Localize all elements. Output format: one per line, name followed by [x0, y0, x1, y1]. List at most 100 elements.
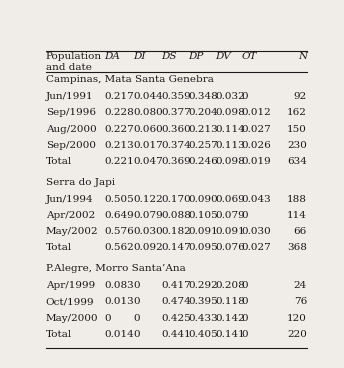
Text: 0.019: 0.019 [241, 157, 271, 166]
Text: Serra do Japi: Serra do Japi [46, 178, 115, 187]
Text: 0: 0 [241, 211, 248, 220]
Text: Population
and date: Population and date [46, 52, 102, 72]
Text: 0.088: 0.088 [162, 211, 191, 220]
Text: 0: 0 [133, 297, 140, 306]
Text: 0.012: 0.012 [241, 109, 271, 117]
Text: 0.030: 0.030 [241, 227, 271, 236]
Text: DV: DV [215, 52, 231, 61]
Text: Sep/1996: Sep/1996 [46, 109, 96, 117]
Text: 0.044: 0.044 [133, 92, 163, 101]
Text: 0.228: 0.228 [104, 109, 134, 117]
Text: May/2000: May/2000 [46, 314, 98, 322]
Text: 0.092: 0.092 [133, 243, 163, 252]
Text: 0.213: 0.213 [188, 125, 218, 134]
Text: 114: 114 [287, 211, 307, 220]
Text: 0.098: 0.098 [215, 109, 245, 117]
Text: 0.069: 0.069 [215, 195, 245, 204]
Text: 0.147: 0.147 [162, 243, 191, 252]
Text: 0.360: 0.360 [162, 125, 191, 134]
Text: 368: 368 [287, 243, 307, 252]
Text: Jun/1994: Jun/1994 [46, 195, 93, 204]
Text: 0.374: 0.374 [162, 141, 191, 150]
Text: 0.141: 0.141 [215, 330, 245, 339]
Text: 0.013: 0.013 [104, 297, 134, 306]
Text: 0.043: 0.043 [241, 195, 271, 204]
Text: 76: 76 [294, 297, 307, 306]
Text: 0: 0 [241, 314, 248, 322]
Text: 0.204: 0.204 [188, 109, 218, 117]
Text: 0.359: 0.359 [162, 92, 191, 101]
Text: Jun/1991: Jun/1991 [46, 92, 93, 101]
Text: 0.182: 0.182 [162, 227, 191, 236]
Text: 0.080: 0.080 [133, 109, 163, 117]
Text: 0: 0 [133, 314, 140, 322]
Text: 92: 92 [294, 92, 307, 101]
Text: 0.098: 0.098 [215, 157, 245, 166]
Text: N: N [298, 52, 307, 61]
Text: 0.090: 0.090 [188, 195, 218, 204]
Text: 0.417: 0.417 [162, 281, 191, 290]
Text: 0: 0 [104, 314, 111, 322]
Text: 0.562: 0.562 [104, 243, 134, 252]
Text: 0.105: 0.105 [188, 211, 218, 220]
Text: 230: 230 [287, 141, 307, 150]
Text: May/2002: May/2002 [46, 227, 98, 236]
Text: 220: 220 [287, 330, 307, 339]
Text: 0.227: 0.227 [104, 125, 134, 134]
Text: 0.142: 0.142 [215, 314, 245, 322]
Text: 0: 0 [133, 330, 140, 339]
Text: 0.433: 0.433 [188, 314, 218, 322]
Text: 162: 162 [287, 109, 307, 117]
Text: DP: DP [188, 52, 204, 61]
Text: 0.257: 0.257 [188, 141, 218, 150]
Text: 0.221: 0.221 [104, 157, 134, 166]
Text: Campinas, Mata Santa Genebra: Campinas, Mata Santa Genebra [46, 75, 214, 84]
Text: 0: 0 [241, 281, 248, 290]
Text: 0.505: 0.505 [104, 195, 134, 204]
Text: 0.576: 0.576 [104, 227, 134, 236]
Text: 0.377: 0.377 [162, 109, 191, 117]
Text: 0.405: 0.405 [188, 330, 218, 339]
Text: 0: 0 [241, 330, 248, 339]
Text: 0.395: 0.395 [188, 297, 218, 306]
Text: 0.113: 0.113 [215, 141, 245, 150]
Text: 0.292: 0.292 [188, 281, 218, 290]
Text: 0.474: 0.474 [162, 297, 191, 306]
Text: Apr/2002: Apr/2002 [46, 211, 95, 220]
Text: 634: 634 [287, 157, 307, 166]
Text: 0.027: 0.027 [241, 243, 271, 252]
Text: 0.425: 0.425 [162, 314, 191, 322]
Text: 0.014: 0.014 [104, 330, 134, 339]
Text: 0.095: 0.095 [188, 243, 218, 252]
Text: DI: DI [133, 52, 146, 61]
Text: 150: 150 [287, 125, 307, 134]
Text: 0.348: 0.348 [188, 92, 218, 101]
Text: 0.170: 0.170 [162, 195, 191, 204]
Text: 0.026: 0.026 [241, 141, 271, 150]
Text: Oct/1999: Oct/1999 [46, 297, 94, 306]
Text: 0.441: 0.441 [162, 330, 191, 339]
Text: 0.027: 0.027 [241, 125, 271, 134]
Text: 120: 120 [287, 314, 307, 322]
Text: 66: 66 [294, 227, 307, 236]
Text: 0.076: 0.076 [215, 243, 245, 252]
Text: Total: Total [46, 330, 72, 339]
Text: Total: Total [46, 157, 72, 166]
Text: 188: 188 [287, 195, 307, 204]
Text: 24: 24 [294, 281, 307, 290]
Text: 0.114: 0.114 [215, 125, 245, 134]
Text: P.Alegre, Morro Santa’Ana: P.Alegre, Morro Santa’Ana [46, 264, 185, 273]
Text: 0.030: 0.030 [133, 227, 163, 236]
Text: 0.118: 0.118 [215, 297, 245, 306]
Text: 0.079: 0.079 [133, 211, 163, 220]
Text: 0.091: 0.091 [188, 227, 218, 236]
Text: 0.091: 0.091 [215, 227, 245, 236]
Text: 0.213: 0.213 [104, 141, 134, 150]
Text: Sep/2000: Sep/2000 [46, 141, 96, 150]
Text: DS: DS [162, 52, 177, 61]
Text: Apr/1999: Apr/1999 [46, 281, 95, 290]
Text: 0.060: 0.060 [133, 125, 163, 134]
Text: 0.047: 0.047 [133, 157, 163, 166]
Text: 0: 0 [133, 281, 140, 290]
Text: 0: 0 [241, 92, 248, 101]
